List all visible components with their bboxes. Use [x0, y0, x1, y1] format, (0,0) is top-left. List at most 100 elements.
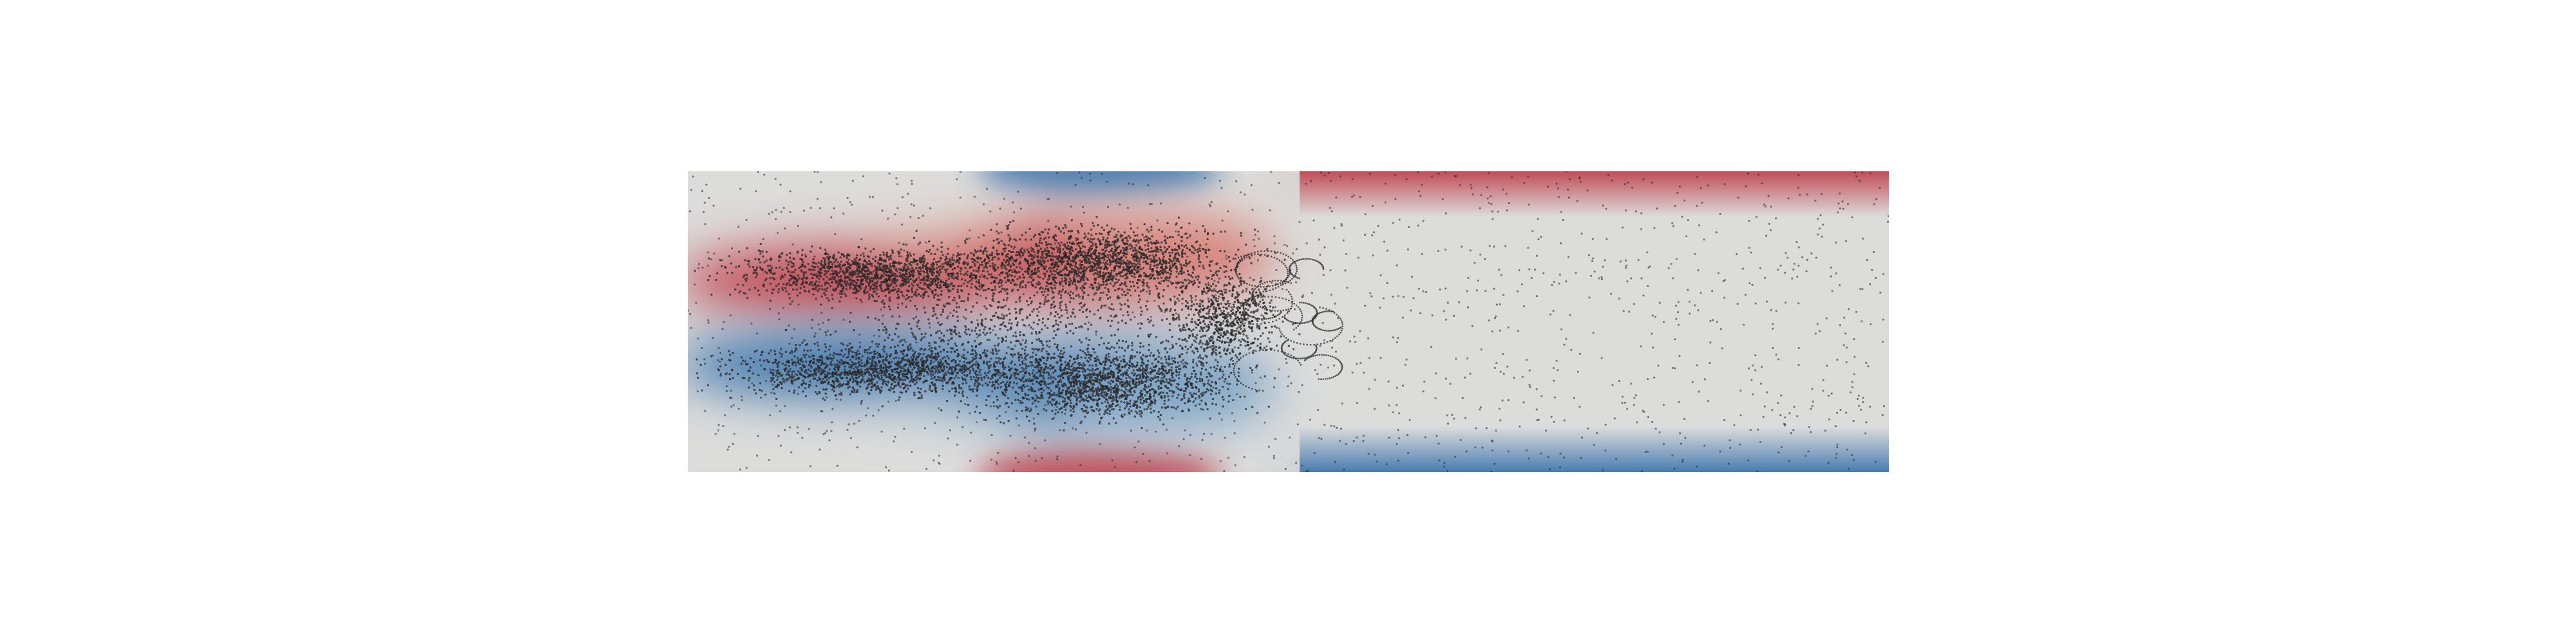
- tracer-particle: [844, 279, 846, 283]
- tracer-particle: [757, 289, 760, 292]
- tracer-particle: [936, 260, 940, 263]
- tracer-particle: [1752, 393, 1754, 395]
- tracer-particle: [1379, 307, 1381, 309]
- tracer-particle: [934, 422, 936, 424]
- tracer-particle: [1558, 273, 1561, 276]
- tracer-particle: [893, 375, 896, 378]
- tracer-particle: [849, 437, 852, 439]
- tracer-particle: [953, 267, 956, 270]
- tracer-particle: [771, 379, 774, 381]
- tracer-particle: [1882, 273, 1885, 276]
- tracer-particle: [791, 288, 795, 291]
- tracer-particle: [883, 272, 886, 275]
- tracer-particle: [1356, 401, 1358, 404]
- tracer-particle: [1835, 272, 1837, 275]
- tracer-particle: [841, 384, 844, 386]
- tracer-particle: [1814, 200, 1817, 202]
- tracer-particle: [931, 366, 933, 369]
- tracer-particle: [844, 276, 847, 278]
- tracer-particle: [1043, 290, 1046, 293]
- tracer-particle: [717, 359, 719, 361]
- tracer-particle: [781, 353, 784, 355]
- tracer-particle: [1338, 440, 1341, 442]
- tracer-particle: [1398, 412, 1401, 415]
- tracer-particle: [1611, 179, 1613, 182]
- tracer-particle: [822, 278, 825, 281]
- tracer-particle: [966, 285, 969, 288]
- tracer-particle: [840, 252, 843, 256]
- tracer-particle: [829, 345, 832, 348]
- tracer-particle: [1454, 455, 1457, 458]
- wall-shear-bands: [1242, 171, 1889, 472]
- tracer-particle: [1604, 259, 1606, 261]
- tracer-particle: [1045, 287, 1047, 290]
- tracer-particle: [1155, 254, 1157, 257]
- tracer-particle: [793, 328, 795, 330]
- tracer-particle: [1826, 365, 1828, 367]
- tracer-particle: [891, 279, 894, 281]
- tracer-particle: [1578, 177, 1581, 180]
- tracer-particle: [841, 287, 844, 290]
- tracer-particle: [1039, 247, 1043, 250]
- tracer-particle: [769, 299, 772, 302]
- tracer-particle: [960, 400, 962, 402]
- tracer-particle: [807, 368, 810, 371]
- tracer-particle: [816, 392, 819, 395]
- tracer-particle: [996, 238, 998, 241]
- flow-field-render[interactable]: [688, 171, 1889, 472]
- tracer-particle: [945, 260, 947, 263]
- tracer-particle: [793, 350, 797, 353]
- tracer-particle: [689, 312, 692, 316]
- tracer-particle: [1744, 294, 1747, 296]
- tracer-particle: [929, 363, 932, 365]
- tracer-particle: [935, 267, 938, 270]
- tracer-particle: [1309, 180, 1312, 182]
- tracer-particle: [1479, 408, 1481, 411]
- tracer-particle: [1545, 430, 1548, 432]
- tracer-particle: [789, 274, 791, 276]
- tracer-particle: [1165, 271, 1168, 274]
- tracer-particle: [812, 361, 815, 364]
- tracer-particle: [814, 266, 817, 269]
- tracer-particle: [838, 279, 840, 281]
- tracer-particle: [1197, 251, 1199, 254]
- tracer-particle: [733, 433, 735, 435]
- tracer-particle: [1346, 287, 1349, 289]
- tracer-particle: [1528, 384, 1531, 386]
- tracer-particle: [1770, 205, 1772, 208]
- tracer-particle: [934, 370, 938, 372]
- tracer-particle: [1068, 294, 1072, 297]
- tracer-particle: [1406, 434, 1408, 437]
- tracer-particle: [956, 290, 959, 294]
- tracer-particle: [962, 356, 965, 359]
- tracer-particle: [797, 357, 799, 359]
- tracer-particle: [1467, 276, 1470, 279]
- tracer-particle: [925, 249, 928, 252]
- tracer-particle: [1021, 339, 1024, 342]
- tracer-particle: [1888, 215, 1889, 218]
- tracer-particle: [1814, 332, 1817, 335]
- tracer-particle: [822, 363, 825, 365]
- tracer-particle: [909, 362, 913, 365]
- tracer-particle: [1278, 368, 1280, 371]
- tracer-particle: [1014, 275, 1016, 278]
- tracer-particle: [1070, 229, 1074, 232]
- tracer-particle: [762, 283, 766, 286]
- tracer-particle: [1853, 373, 1855, 375]
- tracer-particle: [815, 384, 818, 387]
- tracer-particle: [1790, 432, 1792, 435]
- tracer-particle: [1110, 269, 1113, 272]
- tracer-particle: [896, 183, 899, 185]
- tracer-particle: [1741, 267, 1744, 270]
- tracer-particle: [815, 288, 817, 291]
- tracer-particle: [880, 372, 883, 375]
- tracer-particle: [1859, 180, 1861, 182]
- tracer-particle: [1822, 390, 1824, 392]
- tracer-particle: [911, 261, 914, 264]
- tracer-particle: [865, 364, 867, 367]
- tracer-particle: [1101, 253, 1103, 256]
- tracer-particle: [707, 278, 710, 281]
- tracer-particle: [845, 288, 848, 290]
- tracer-particle: [1171, 251, 1174, 254]
- tracer-particle: [903, 296, 905, 298]
